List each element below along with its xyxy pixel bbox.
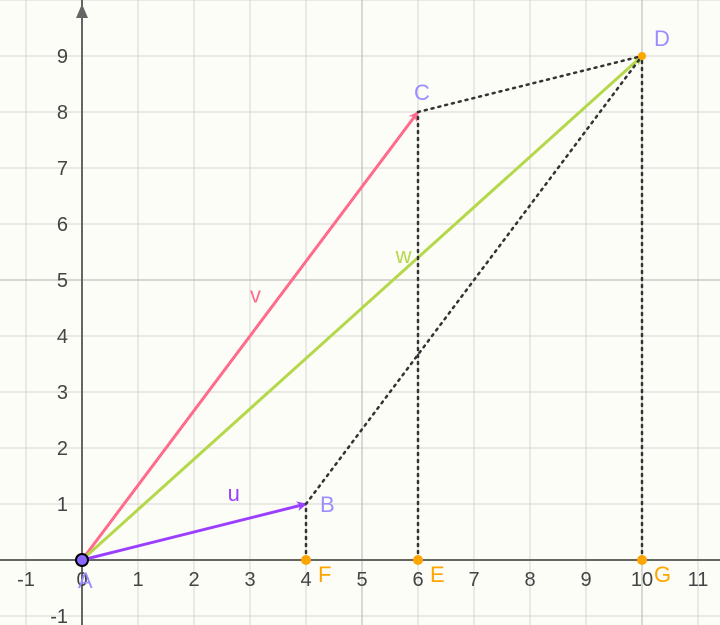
x-tick-label: 6: [412, 569, 423, 591]
point-label-C: C: [414, 80, 430, 105]
x-tick-label: 7: [468, 569, 479, 591]
y-tick-label: 1: [57, 494, 68, 516]
point-label-D: D: [654, 26, 670, 51]
y-tick-label: 5: [57, 270, 68, 292]
y-tick-label: 6: [57, 214, 68, 236]
y-tick-label: 3: [57, 382, 68, 404]
chart-svg: -101234567891011-1123456789uvwABCDFEG: [0, 0, 720, 625]
point-label-A: A: [78, 568, 93, 593]
x-tick-label: 2: [188, 569, 199, 591]
point-label-E: E: [430, 562, 445, 587]
point-F: [301, 555, 311, 565]
point-E: [413, 555, 423, 565]
x-tick-label: 3: [244, 569, 255, 591]
vector-label-u: u: [228, 481, 240, 506]
y-tick-label: 2: [57, 438, 68, 460]
x-tick-label: 8: [524, 569, 535, 591]
y-tick-label: 4: [57, 326, 68, 348]
point-label-F: F: [318, 562, 331, 587]
point-label-B: B: [320, 492, 335, 517]
vector-label-v: v: [250, 282, 261, 307]
vector-chart: -101234567891011-1123456789uvwABCDFEG: [0, 0, 720, 625]
x-tick-label: 5: [356, 569, 367, 591]
x-tick-label: 1: [132, 569, 143, 591]
point-G: [637, 555, 647, 565]
y-tick-label: -1: [50, 606, 68, 625]
x-tick-label: 10: [631, 569, 653, 591]
x-tick-label: 9: [580, 569, 591, 591]
x-tick-label: -1: [17, 569, 35, 591]
y-tick-label: 9: [57, 46, 68, 68]
x-tick-label: 11: [688, 569, 709, 591]
point-label-G: G: [654, 562, 671, 587]
y-tick-label: 7: [57, 158, 68, 180]
point-D: [638, 52, 646, 60]
point-A: [76, 554, 88, 566]
y-tick-label: 8: [57, 102, 68, 124]
vector-label-w: w: [395, 243, 412, 268]
x-tick-label: 4: [300, 569, 311, 591]
